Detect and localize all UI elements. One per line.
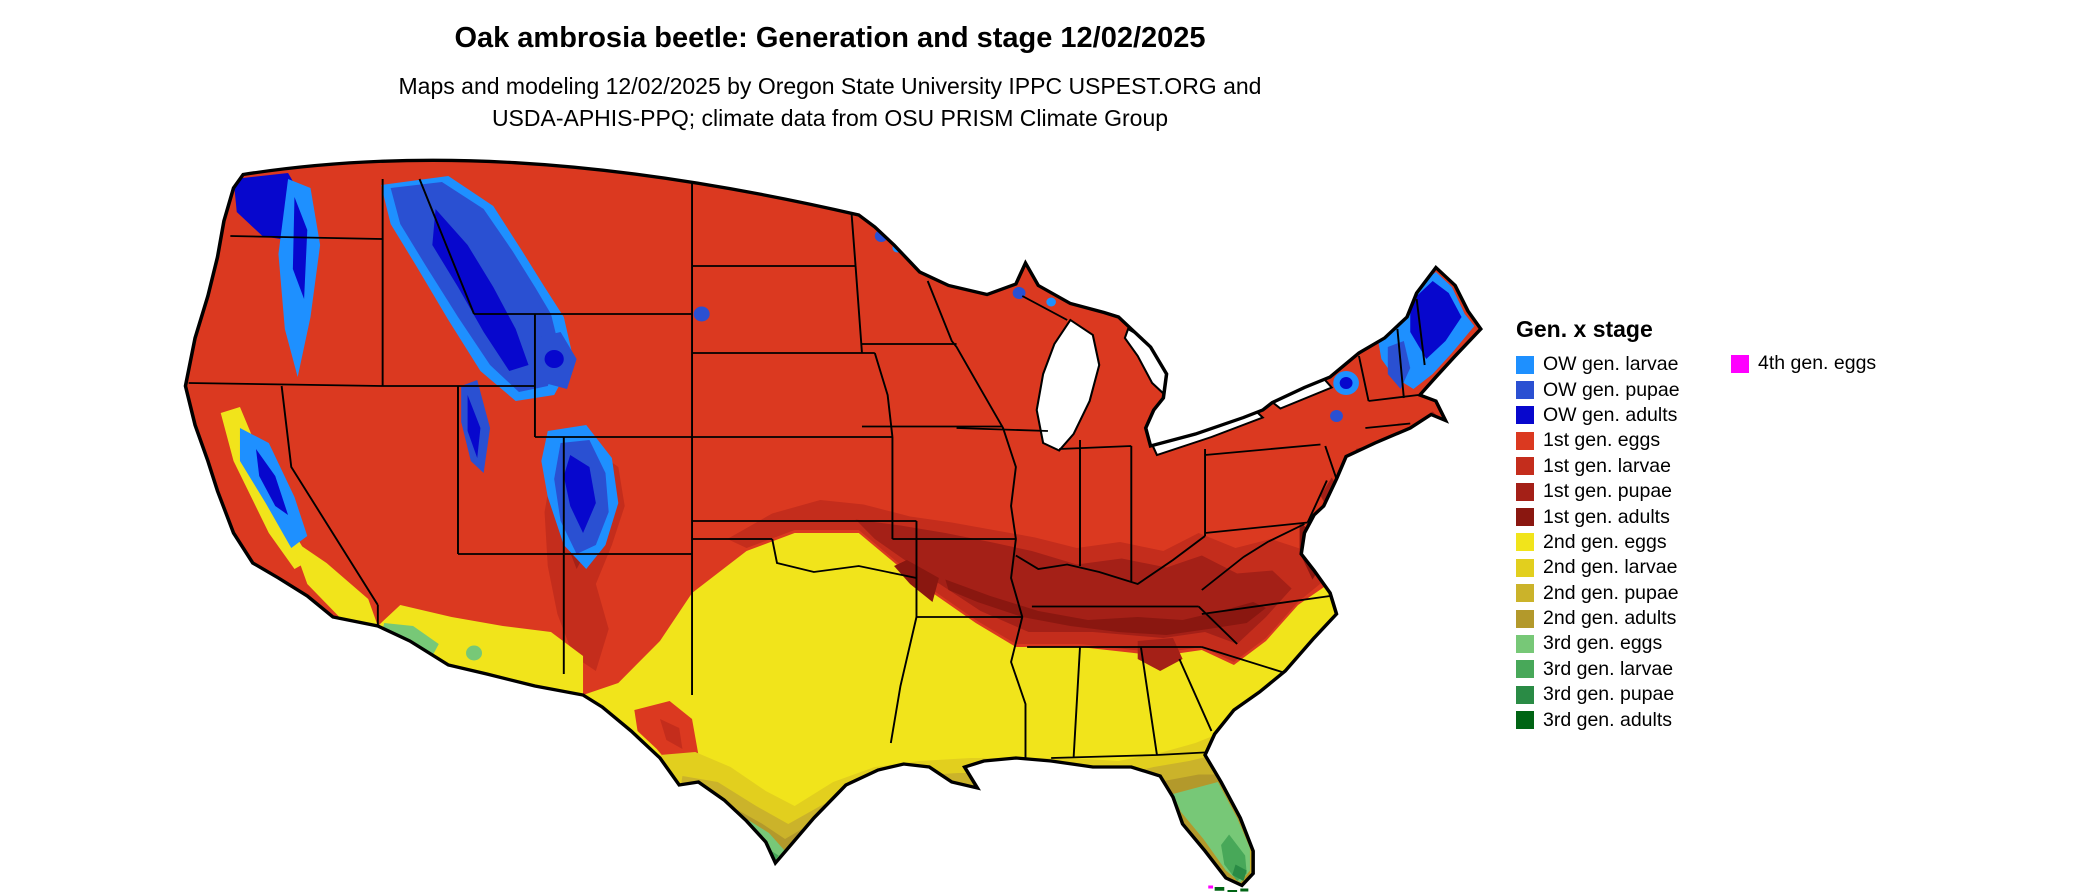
legend-item-4th-eggs: 4th gen. eggs [1731,351,1876,376]
region-keys-3rd-adults-2 [1227,890,1238,892]
legend-title: Gen. x stage [1516,316,1653,342]
legend-label: 2nd gen. adults [1543,607,1677,630]
legend-label: 1st gen. eggs [1543,429,1661,452]
us-map [54,89,1593,892]
legend-label: OW gen. larvae [1543,353,1679,376]
legend-label: 4th gen. eggs [1758,352,1877,375]
legend-item-3rd-larvae: 3rd gen. larvae [1516,657,1680,682]
legend-item-ow-larvae: OW gen. larvae [1516,352,1680,377]
region-keys-3rd-adults-3 [1240,888,1249,892]
legend-label: 2nd gen. eggs [1543,530,1667,553]
legend-item-2nd-larvae: 2nd gen. larvae [1516,555,1680,580]
region-upmichigan-ow-larvae [1046,297,1056,307]
legend-column-2: 4th gen. eggs [1731,351,1876,376]
region-midsouth-1st-adults [945,579,1266,635]
legend-swatch-ow-larvae [1516,355,1534,374]
legend: Gen. x stage OW gen. larvae OW gen. pupa… [1516,316,1680,733]
legend-swatch-3rd-larvae [1516,660,1534,679]
legend-item-1st-eggs: 1st gen. eggs [1516,428,1680,453]
legend-swatch-3rd-eggs [1516,634,1534,653]
us-map-svg [183,158,1484,892]
lake-michigan [1035,318,1101,452]
legend-swatch-1st-larvae [1516,457,1534,476]
region-keys-4th-eggs [1208,885,1214,889]
region-adirondacks-ow-adults [1339,377,1353,389]
page-title: Oak ambrosia beetle: Generation and stag… [454,22,1206,54]
region-yellowstone-ow-adults [544,350,564,368]
legend-swatch-3rd-pupae [1516,685,1534,704]
us-outline [183,158,1484,888]
legend-swatch-4th-eggs [1731,354,1749,373]
legend-item-3rd-adults: 3rd gen. adults [1516,707,1680,732]
legend-swatch-2nd-pupae [1516,584,1534,603]
region-nh-vt-ow-pupae [1387,341,1411,389]
header: Oak ambrosia beetle: Generation and stag… [0,22,1660,134]
region-cascades-ow-adults [292,197,308,299]
legend-label: 1st gen. larvae [1543,454,1671,477]
region-corockies-ow-adults [563,455,596,533]
legend-item-ow-adults: OW gen. adults [1516,403,1680,428]
legend-swatch-ow-pupae [1516,381,1534,400]
region-blackhills-ow-pupae [693,306,710,322]
region-nrockies-ow-adults [432,209,529,371]
subtitle-line-1: Maps and modeling 12/02/2025 by Oregon S… [398,73,1262,99]
legend-label: 3rd gen. larvae [1543,657,1674,680]
legend-label: 2nd gen. pupae [1543,581,1679,604]
legend-swatch-3rd-adults [1516,711,1534,730]
legend-item-2nd-eggs: 2nd gen. eggs [1516,530,1680,555]
legend-item-ow-pupae: OW gen. pupae [1516,377,1680,402]
legend-item-2nd-adults: 2nd gen. adults [1516,606,1680,631]
legend-item-1st-pupae: 1st gen. pupae [1516,479,1680,504]
legend-swatch-2nd-eggs [1516,533,1534,552]
legend-swatch-1st-adults [1516,508,1534,527]
legend-swatch-2nd-larvae [1516,558,1534,577]
legend-label: 1st gen. pupae [1543,480,1673,503]
legend-label: 3rd gen. eggs [1543,632,1663,655]
legend-item-3rd-pupae: 3rd gen. pupae [1516,682,1680,707]
region-fltip-3rd-pupae [1232,864,1247,881]
legend-item-2nd-pupae: 2nd gen. pupae [1516,581,1680,606]
legend-item-3rd-eggs: 3rd gen. eggs [1516,631,1680,656]
region-maine-ow-adults [1410,281,1462,359]
region-keys-3rd-adults [1214,887,1225,891]
region-midsouth-1st-pupae [855,519,1292,644]
legend-swatch-2nd-adults [1516,609,1534,628]
region-wasatch-ow-adults [467,395,481,458]
legend-swatch-1st-eggs [1516,431,1534,450]
legend-label: OW gen. pupae [1543,378,1680,401]
region-sierra-ow-adults [255,449,289,515]
legend-label: 3rd gen. adults [1543,708,1673,731]
legend-label: 3rd gen. pupae [1543,683,1675,706]
legend-label: 2nd gen. larvae [1543,556,1678,579]
legend-item-1st-adults: 1st gen. adults [1516,504,1680,529]
subtitle-line-2: USDA-APHIS-PPQ; climate data from OSU PR… [491,104,1169,131]
legend-swatch-ow-adults [1516,406,1534,425]
region-socal-desert-2nd-eggs [291,539,378,626]
legend-label: 1st gen. adults [1543,505,1670,528]
region-catskills-ow-pupae [1330,410,1343,422]
legend-item-1st-larvae: 1st gen. larvae [1516,454,1680,479]
subtitle: Maps and modeling 12/02/2025 by Oregon S… [0,71,1660,134]
legend-swatch-1st-pupae [1516,482,1534,501]
legend-label: OW gen. adults [1543,403,1678,426]
state-borders [188,178,1426,761]
map-fill-layers [185,160,1481,886]
region-tucson-3rd-eggs [466,645,483,661]
region-transpecos-1st-larvae [659,719,683,749]
